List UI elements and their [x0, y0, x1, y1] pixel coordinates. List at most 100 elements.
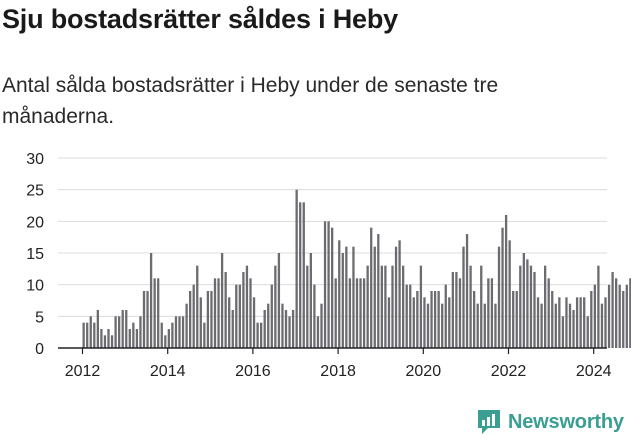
- bar: [132, 322, 135, 348]
- bar: [501, 227, 504, 348]
- bar: [331, 227, 334, 348]
- bar: [352, 246, 355, 348]
- bar: [284, 310, 288, 348]
- bar-series: [82, 189, 631, 348]
- bar: [597, 265, 600, 348]
- bar: [306, 265, 309, 348]
- bar: [519, 265, 522, 348]
- bar: [96, 310, 99, 348]
- bar: [625, 284, 628, 348]
- bar: [508, 240, 511, 348]
- bar: [217, 278, 220, 348]
- bar: [558, 297, 561, 348]
- bar: [370, 227, 373, 348]
- bar: [210, 291, 213, 348]
- y-tick-label: 10: [26, 278, 44, 295]
- bar: [157, 278, 160, 348]
- bar: [135, 329, 139, 348]
- bar: [469, 265, 472, 348]
- bar: [455, 272, 458, 348]
- bar: [203, 322, 206, 348]
- bar: [426, 303, 430, 348]
- bar: [377, 234, 380, 348]
- bar: [618, 284, 621, 348]
- bar: [238, 284, 241, 348]
- newsworthy-logo: Newsworthy: [476, 408, 624, 436]
- bar: [302, 202, 305, 348]
- bar: [409, 284, 412, 348]
- bar: [522, 253, 525, 348]
- bar: [391, 265, 394, 348]
- x-tick-label: 2014: [150, 363, 186, 380]
- bar: [423, 297, 426, 348]
- bar: [146, 291, 149, 348]
- bar: [196, 265, 199, 348]
- bar: [416, 291, 419, 348]
- bar: [153, 278, 156, 348]
- bar: [274, 265, 277, 348]
- bar: [316, 316, 320, 348]
- bar: [551, 291, 554, 348]
- bar: [206, 291, 210, 348]
- bar: [185, 303, 188, 348]
- bar: [444, 284, 447, 348]
- chart-subtitle: Antal sålda bostadsrätter i Heby under d…: [2, 74, 499, 128]
- x-tick-label: 2016: [235, 363, 271, 380]
- bar: [295, 189, 298, 348]
- bar: [231, 310, 234, 348]
- bar: [288, 316, 291, 348]
- bar: [483, 303, 486, 348]
- bar: [235, 284, 238, 348]
- bar: [380, 265, 383, 348]
- x-tick-label: 2020: [406, 363, 442, 380]
- bar: [263, 310, 266, 348]
- bar: [405, 284, 408, 348]
- bar: [575, 297, 579, 348]
- bar: [554, 303, 557, 348]
- bar: [362, 278, 366, 348]
- x-tick-label: 2018: [320, 363, 356, 380]
- bar: [189, 291, 192, 348]
- bar: [568, 303, 572, 348]
- bar: [338, 240, 341, 348]
- bar: [192, 284, 195, 348]
- bar: [565, 297, 568, 348]
- bar: [412, 297, 415, 348]
- bar: [341, 253, 344, 348]
- bar: [220, 253, 224, 348]
- bar: [629, 278, 631, 348]
- axes: [58, 347, 607, 354]
- bar: [128, 329, 131, 348]
- bar: [213, 278, 217, 348]
- bar: [242, 272, 245, 348]
- bar: [384, 265, 387, 348]
- bar: [103, 335, 107, 348]
- bar: [167, 329, 170, 348]
- bar: [164, 335, 167, 348]
- bar: [583, 297, 586, 348]
- bar: [334, 278, 337, 348]
- bar: [462, 246, 465, 348]
- bar: [494, 303, 497, 348]
- bar: [540, 303, 543, 348]
- bar: [199, 297, 202, 348]
- bar: [458, 278, 462, 348]
- brand-name: Newsworthy: [508, 410, 624, 433]
- x-tick-label: 2022: [491, 363, 527, 380]
- x-tick-label: 2012: [65, 363, 101, 380]
- y-tick-label: 0: [35, 341, 44, 358]
- bar: [529, 265, 533, 348]
- bar: [586, 316, 589, 348]
- bar: [604, 297, 607, 348]
- bar: [622, 291, 625, 348]
- bar: [579, 297, 582, 348]
- bar-chart: 0 5 10 15 20 25 30 2012 2014 2016 2018 2020 2022 2024…: [26, 151, 631, 380]
- bar: [110, 335, 114, 348]
- bar: [394, 246, 398, 348]
- bar: [160, 322, 163, 348]
- bar: [181, 316, 185, 348]
- bar: [256, 322, 259, 348]
- bar: [228, 297, 231, 348]
- bar: [171, 322, 174, 348]
- bar: [114, 316, 117, 348]
